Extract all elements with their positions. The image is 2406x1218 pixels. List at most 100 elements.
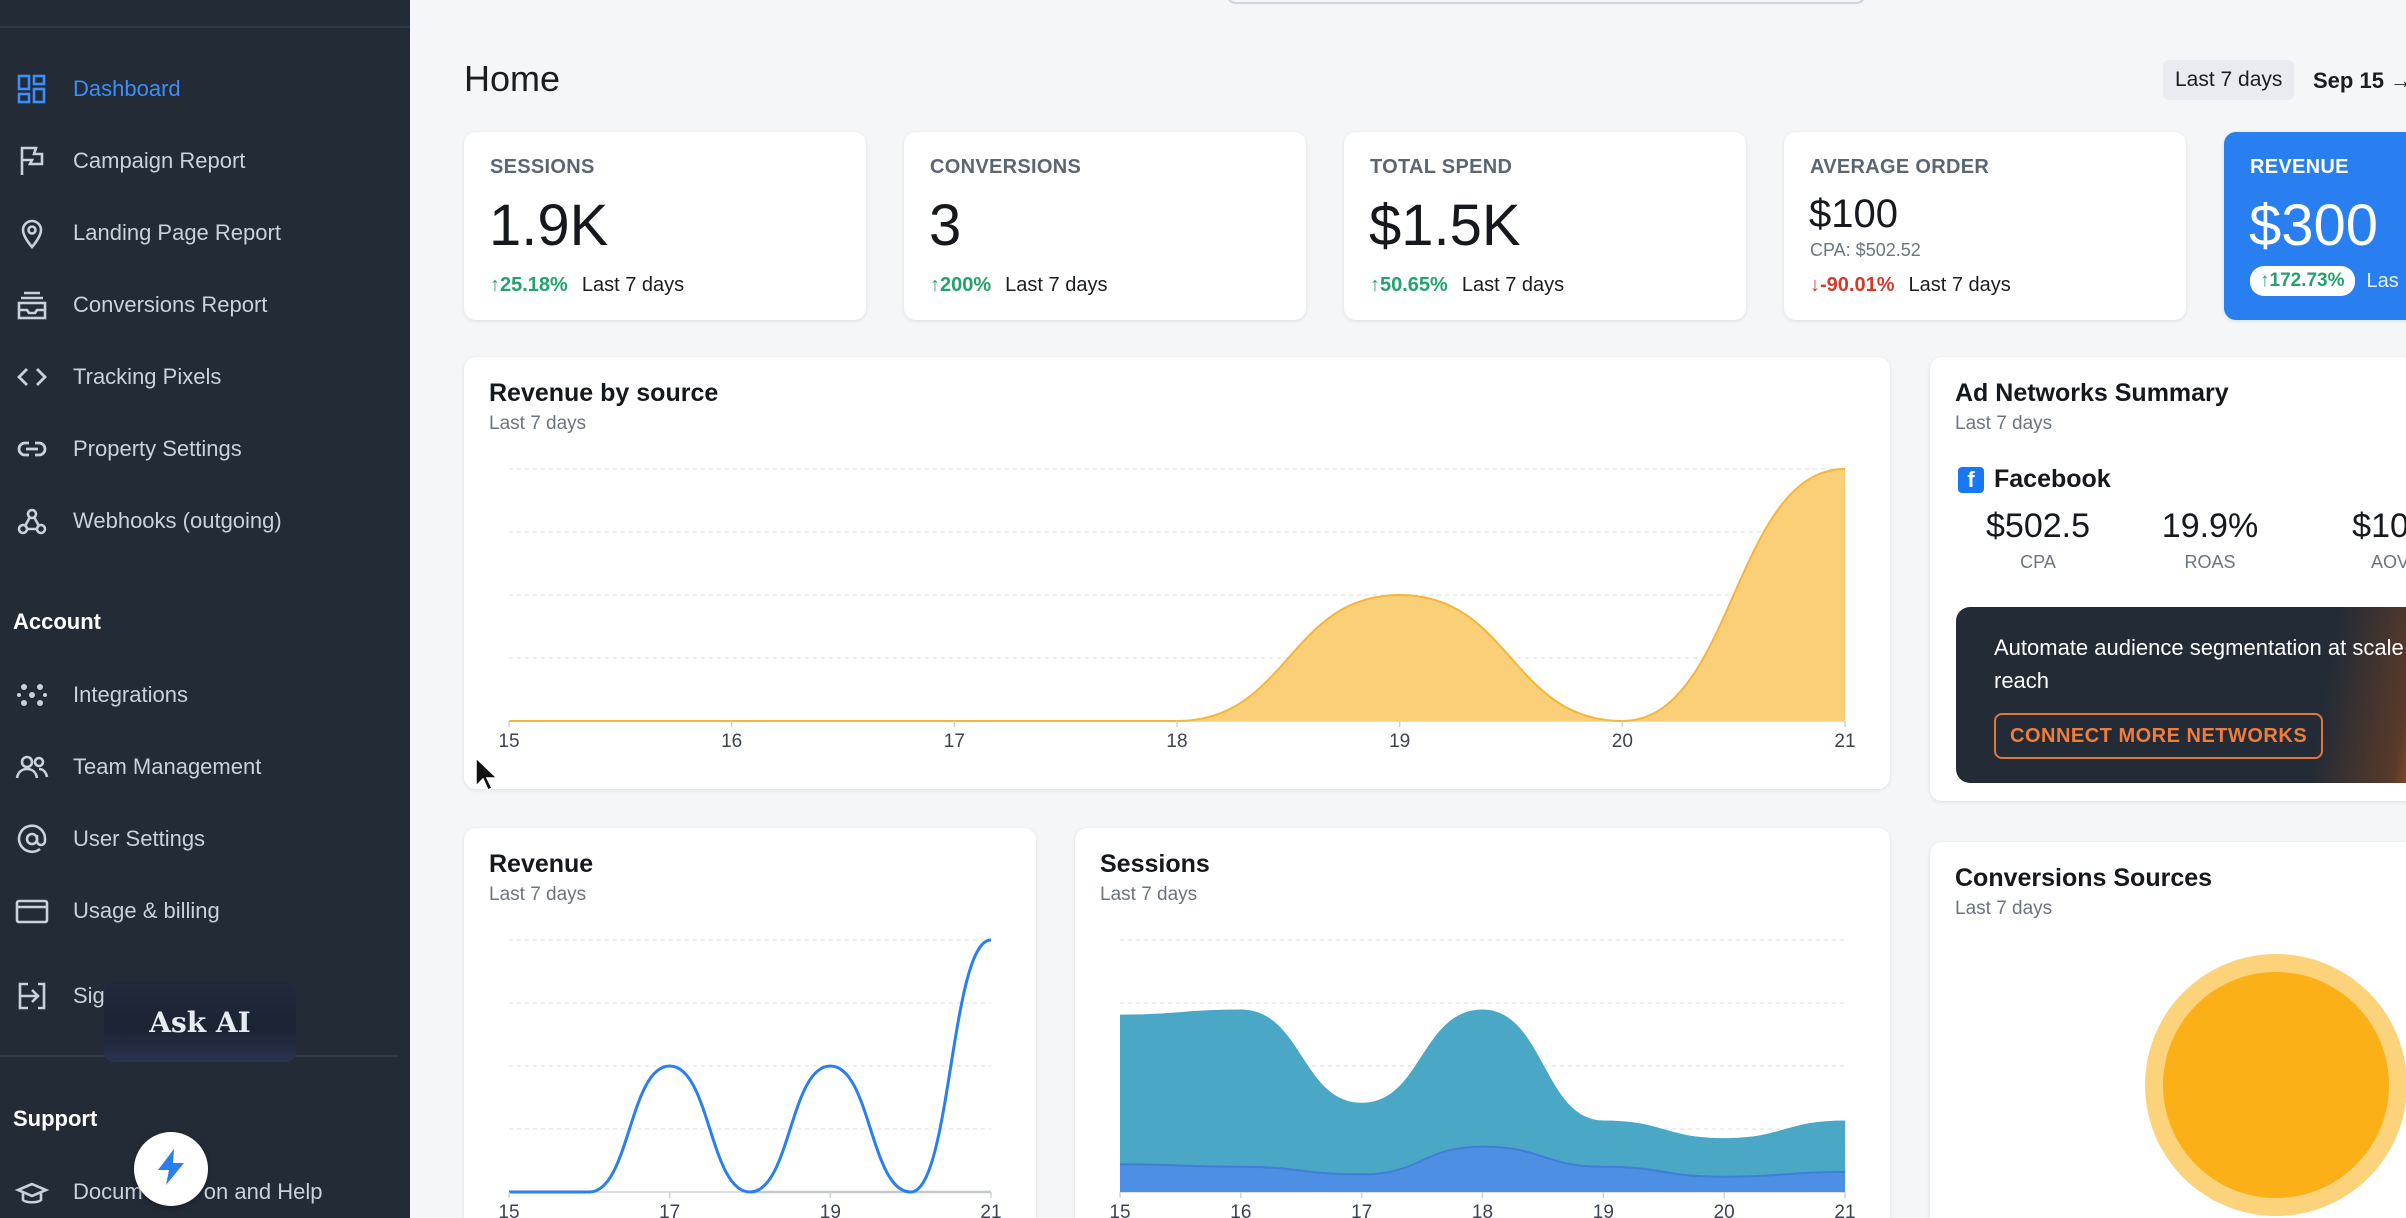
sidebar-item-label: Property Settings	[73, 436, 242, 461]
sidebar-item-label: Landing Page Report	[73, 220, 281, 245]
quick-action-button[interactable]	[134, 1132, 208, 1206]
kpi-value: 1.9K	[489, 193, 609, 258]
sidebar-item-documentation[interactable]: Docum on and Help	[0, 1164, 410, 1218]
kpi-card-average-order[interactable]: AVERAGE ORDER $100 CPA: $502.52 ↓ -90.01%…	[1784, 132, 2186, 320]
kpi-label: REVENUE	[2250, 156, 2349, 178]
series-area	[1120, 1010, 1845, 1192]
panel-title: Revenue	[489, 850, 594, 878]
x-tick-label: 16	[1230, 1202, 1251, 1218]
x-tick-label: 15	[498, 1202, 519, 1218]
sessions-panel: Sessions Last 7 days 15 16 17 18 19 20 21	[1075, 828, 1890, 1218]
sidebar-item-property-settings[interactable]: Property Settings	[0, 421, 410, 477]
sidebar-item-conversions-report[interactable]: Conversions Report	[0, 277, 410, 333]
ask-ai-button[interactable]: Ask AI	[104, 982, 296, 1062]
pie-slice	[2163, 972, 2389, 1198]
date-range-button[interactable]: Last 7 days	[2163, 60, 2295, 100]
code-icon	[14, 359, 50, 395]
series-line	[509, 938, 992, 1194]
metric-value: $502.5	[1986, 507, 2090, 545]
panel-title: Conversions Sources	[1955, 864, 2213, 892]
kpi-value: $100	[1809, 192, 1898, 236]
sidebar-item-label: Webhooks (outgoing)	[73, 508, 282, 533]
panel-title: Revenue by source	[489, 379, 719, 407]
series-area	[1120, 1146, 1845, 1192]
metric-value: $100	[2352, 507, 2406, 545]
kpi-card-conversions[interactable]: CONVERSIONS 3 ↑ 200% Last 7 days	[904, 132, 1306, 320]
sidebar-item-user-settings[interactable]: User Settings	[0, 811, 410, 867]
revenue-by-source-panel: Revenue by source Last 7 days 15 16 17 18 19…	[464, 357, 1890, 789]
metric-label: AOV	[2370, 552, 2406, 572]
sidebar-item-label: Tracking Pixels	[73, 364, 222, 389]
map-pin-icon	[14, 215, 50, 251]
x-tick-label: 17	[944, 731, 965, 752]
sidebar-item-team-management[interactable]: Team Management	[0, 739, 410, 795]
kpi-card-sessions[interactable]: SESSIONS 1.9K ↑ 25.18% Last 7 days	[464, 132, 866, 320]
arrow-up-icon: ↑	[1370, 274, 1380, 296]
kpi-change: ↑ 25.18%	[490, 274, 568, 296]
panel-subtitle: Last 7 days	[489, 884, 587, 905]
sign-out-icon	[14, 978, 50, 1014]
x-tick-label: 15	[1109, 1202, 1130, 1218]
kpi-period: Last 7 days	[1908, 274, 2011, 296]
x-tick-label: 21	[980, 1202, 1001, 1218]
sidebar-item-dashboard[interactable]: Dashboard	[0, 61, 410, 117]
x-tick-label: 17	[1351, 1202, 1372, 1218]
x-tick-label: 17	[659, 1202, 680, 1218]
lightning-bolt-icon	[154, 1147, 188, 1192]
sidebar-item-landing-page-report[interactable]: Landing Page Report	[0, 205, 410, 261]
book-icon	[14, 1174, 50, 1210]
promo-banner: Automate audience segmentation at scale …	[1956, 607, 2406, 783]
date-range-start[interactable]: Sep 15 →	[2313, 68, 2406, 93]
search-input[interactable]	[1226, 0, 1866, 4]
users-icon	[14, 749, 50, 785]
sidebar-item-sign-out[interactable]: Sig	[0, 968, 410, 1024]
x-tick-label: 18	[1166, 731, 1187, 752]
panel-subtitle: Last 7 days	[1100, 884, 1198, 905]
kpi-value: 3	[929, 193, 962, 258]
sidebar-divider	[0, 26, 410, 28]
sidebar-item-webhooks[interactable]: Webhooks (outgoing)	[0, 493, 410, 549]
metric-roas: 19.9% ROAS	[2140, 507, 2280, 573]
arrow-down-icon: ↓	[1810, 274, 1820, 296]
sidebar-item-tracking-pixels[interactable]: Tracking Pixels	[0, 349, 410, 405]
panel-title: Sessions	[1100, 850, 1210, 878]
sidebar-item-label: Usage & billing	[73, 898, 220, 923]
sidebar-item-label: Conversions Report	[73, 292, 268, 317]
kpi-change: ↑ 200%	[930, 274, 992, 296]
x-tick-label: 18	[1472, 1202, 1493, 1218]
revenue-panel: Revenue Last 7 days 15 17 19 21	[464, 828, 1036, 1218]
sidebar-item-usage-billing[interactable]: Usage & billing	[0, 883, 410, 939]
arrow-up-icon: ↑	[2260, 270, 2270, 291]
revenue-by-source-chart: 15 16 17 18 19 20 21	[498, 468, 1856, 752]
x-tick-label: 19	[820, 1202, 841, 1218]
kpi-subvalue: CPA: $502.52	[1810, 240, 1921, 260]
connect-networks-button[interactable]: CONNECT MORE NETWORKS	[1994, 713, 2324, 759]
kpi-label: CONVERSIONS	[930, 156, 1082, 178]
kpi-value: $1.5K	[1369, 193, 1521, 258]
sidebar-item-label: Sig	[73, 983, 105, 1008]
sidebar-item-integrations[interactable]: Integrations	[0, 667, 410, 723]
sidebar-item-label: User Settings	[73, 826, 206, 851]
metric-cpa: $502.5 CPA	[1968, 507, 2108, 573]
at-sign-icon	[14, 821, 50, 857]
x-tick-label: 20	[1612, 731, 1633, 752]
series-line	[509, 468, 1846, 723]
kpi-period: Last 7 days	[1005, 274, 1108, 296]
metric-label: ROAS	[2184, 552, 2236, 572]
sidebar-item-label: Dashboard	[73, 76, 181, 101]
credit-card-icon	[14, 893, 50, 929]
kpi-card-total-spend[interactable]: TOTAL SPEND $1.5K ↑ 50.65% Last 7 days	[1344, 132, 1746, 320]
series-line	[1119, 1009, 1846, 1141]
sidebar-item-campaign-report[interactable]: Campaign Report	[0, 133, 410, 189]
kpi-label: SESSIONS	[490, 156, 595, 178]
facebook-icon: f	[1958, 466, 1984, 493]
kpi-card-revenue[interactable]: REVENUE $300 ↑ 172.73% Las	[2224, 132, 2406, 320]
network-facebook[interactable]: f Facebook	[1958, 465, 2111, 494]
mouse-cursor-icon	[475, 756, 498, 792]
kpi-period: Last 7 days	[581, 274, 685, 296]
kpi-period: Las	[2366, 269, 2399, 292]
link-icon	[14, 431, 50, 467]
metric-aov: $100 AOV	[2320, 507, 2406, 573]
x-tick-label: 16	[721, 731, 742, 752]
kpi-change: ↑ 50.65%	[1370, 274, 1448, 296]
